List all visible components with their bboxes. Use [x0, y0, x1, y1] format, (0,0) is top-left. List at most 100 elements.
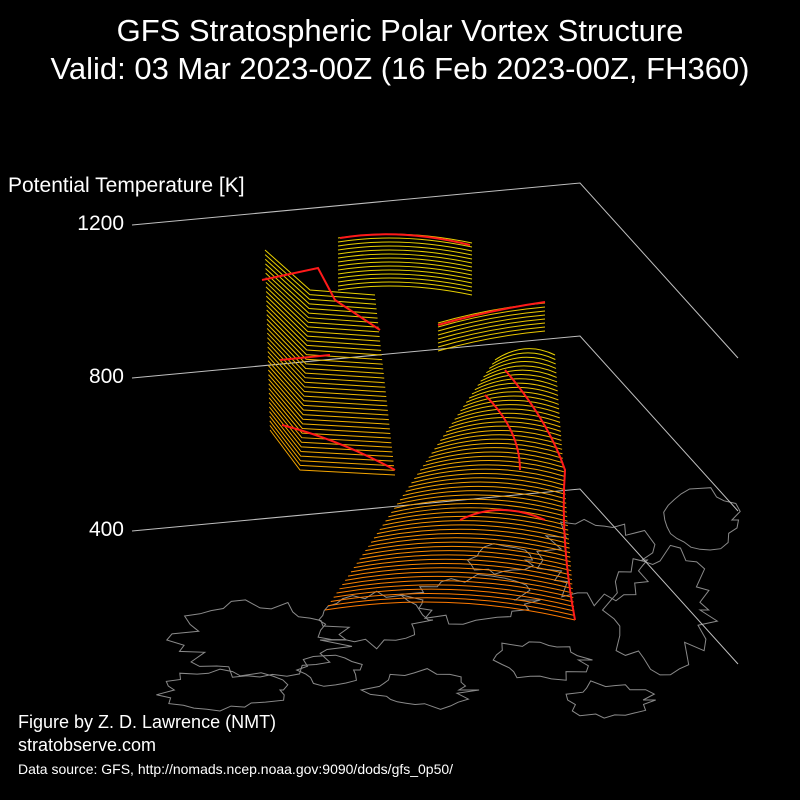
- vortex-contour: [267, 351, 387, 398]
- vortex-contour: [337, 285, 473, 296]
- vortex-contour: [268, 397, 392, 444]
- vortex-contour: [437, 306, 546, 328]
- vortex-contour: [373, 528, 570, 545]
- vortex-contour: [265, 277, 379, 324]
- vortex-contour: [405, 481, 566, 495]
- vortex-contour: [264, 258, 377, 305]
- vortex-contour: [445, 421, 561, 433]
- vortex-contour: [269, 411, 393, 458]
- vortex-contour: [267, 365, 388, 411]
- vortex-contour: [350, 562, 573, 581]
- vortex-contour: [402, 485, 566, 500]
- vortex-contour: [268, 374, 389, 421]
- chart-title: GFS Stratospheric Polar Vortex Structure: [116, 13, 684, 48]
- coastline-map: [156, 487, 741, 719]
- vortex-contour: [268, 401, 392, 448]
- vortex-contour: [337, 269, 473, 280]
- vortex-isosurface: [261, 233, 576, 621]
- coastline-5: [156, 668, 289, 712]
- vortex-contour: [391, 503, 568, 518]
- vortex-contour: [266, 332, 385, 379]
- vortex-upper-lobe: [261, 249, 396, 476]
- vortex-contour: [337, 237, 473, 248]
- vortex-contour: [382, 515, 569, 531]
- vortex-contour: [337, 245, 473, 256]
- vortex-contour: [330, 592, 575, 612]
- coastline-9: [295, 654, 363, 687]
- vortex-contour: [414, 468, 565, 482]
- vortex-contour: [269, 415, 394, 462]
- coastline-10: [565, 680, 656, 719]
- vortex-contour: [265, 286, 380, 333]
- vortex-contour: [425, 451, 564, 464]
- vortex-contour: [267, 346, 386, 393]
- chart-subtitle: Valid: 03 Mar 2023-00Z (16 Feb 2023-00Z,…: [50, 51, 750, 86]
- grid-line-1200: [131, 182, 739, 359]
- vortex-contour: [347, 567, 573, 585]
- vortex-contour: [267, 369, 389, 416]
- vortex-contour: [266, 309, 382, 356]
- vortex-contour: [465, 391, 559, 403]
- vortex-contour: [388, 507, 568, 522]
- vortex-contour: [437, 330, 546, 352]
- website-credit: stratobserve.com: [18, 735, 157, 755]
- z-axis-label: Potential Temperature [K]: [8, 174, 245, 197]
- vortex-contour: [431, 442, 563, 455]
- vortex-contour: [365, 541, 571, 558]
- vortex-contour: [408, 477, 566, 491]
- vortex-contour: [477, 374, 558, 386]
- vortex-contour: [356, 554, 572, 572]
- vortex-edge-top: [339, 233, 471, 246]
- vortex-edge-upper: [261, 266, 396, 471]
- vortex-contour: [454, 408, 560, 420]
- vortex-contour: [264, 254, 376, 301]
- vortex-contour: [491, 352, 556, 365]
- vortex-contour: [265, 281, 379, 328]
- author-credit: Figure by Z. D. Lawrence (NMT): [18, 712, 277, 732]
- grid-line-400: [131, 488, 739, 665]
- coastline-7: [492, 641, 593, 681]
- coastline-3: [536, 518, 656, 607]
- vortex-contour: [451, 412, 561, 425]
- vortex-contour: [265, 295, 381, 342]
- vortex-contour: [437, 322, 546, 344]
- vortex-contour: [337, 261, 473, 272]
- grid-line-800: [131, 335, 739, 512]
- vortex-contour: [494, 348, 556, 361]
- coastline-1: [317, 590, 434, 650]
- vortex-contour: [265, 272, 378, 319]
- vortex-contour: [379, 520, 569, 536]
- z-tick-label-800: 800: [88, 365, 124, 388]
- vortex-contour: [385, 511, 569, 527]
- vortex-contour: [265, 291, 380, 338]
- vortex-contour: [268, 406, 393, 453]
- vortex-contour: [337, 273, 473, 284]
- z-tick-label-400: 400: [88, 518, 124, 541]
- vortex-contour: [437, 326, 546, 348]
- vortex-contour: [267, 337, 385, 384]
- vortex-contour: [269, 420, 395, 467]
- coastline-0: [165, 599, 353, 678]
- vortex-contour: [268, 392, 391, 439]
- coastline-2: [399, 573, 541, 625]
- vortex-contour: [437, 314, 546, 336]
- vortex-contour: [488, 356, 556, 369]
- vortex-edge-fragment: [437, 301, 546, 326]
- vortex-contour: [269, 425, 395, 471]
- vortex-contour: [411, 472, 565, 486]
- coastline-8: [663, 487, 741, 551]
- vortex-contour: [337, 249, 473, 260]
- vortex-contour: [337, 253, 473, 264]
- vortex-contour: [267, 355, 387, 402]
- vortex-contour: [437, 310, 546, 332]
- vortex-contour: [266, 314, 383, 361]
- vortex-contour: [362, 545, 571, 563]
- vortex-contour: [264, 249, 376, 296]
- vortex-contour: [268, 378, 390, 425]
- vortex-contour: [269, 429, 396, 476]
- vortex-contour: [399, 490, 567, 504]
- vortex-contour: [333, 588, 575, 608]
- vortex-contour: [339, 580, 574, 599]
- vortex-contour: [324, 601, 576, 621]
- vortex-contour: [265, 263, 377, 310]
